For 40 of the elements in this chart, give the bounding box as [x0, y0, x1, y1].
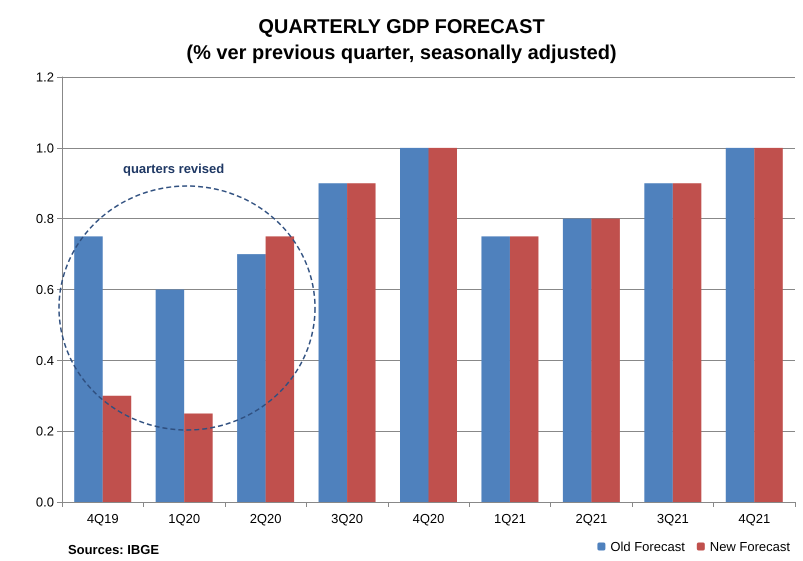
legend-label: Old Forecast [610, 539, 686, 554]
bar [591, 218, 620, 502]
bar [510, 236, 538, 502]
bar [156, 290, 184, 502]
y-tick-label: 0.6 [36, 282, 54, 297]
source-note: Sources: IBGE [68, 542, 160, 557]
bar [400, 148, 428, 502]
bar [266, 236, 294, 502]
bar [102, 396, 132, 502]
bar [318, 183, 348, 502]
bar [237, 254, 266, 502]
bar [644, 183, 673, 502]
chart-title: QUARTERLY GDP FORECAST [258, 16, 545, 38]
y-tick-label: 1.0 [36, 140, 54, 156]
x-tick-label: 2Q21 [575, 511, 608, 526]
legend-label: New Forecast [710, 539, 790, 554]
y-tick-label: 0.8 [36, 211, 54, 226]
x-tick-label: 1Q21 [494, 511, 526, 526]
x-tick-label: 3Q21 [656, 511, 689, 526]
bar [428, 148, 458, 502]
bar [726, 148, 754, 502]
y-tick-label: 0.0 [36, 494, 54, 510]
bar [347, 183, 376, 502]
x-tick-label: 4Q20 [412, 511, 444, 526]
x-tick-label: 2Q20 [250, 511, 282, 526]
x-tick-label: 1Q20 [168, 511, 200, 526]
bar [562, 218, 592, 502]
bar [481, 236, 510, 502]
chart-subtitle: (% ver previous quarter, seasonally adjusted) [186, 42, 617, 64]
x-tick-label: 4Q19 [86, 511, 119, 526]
x-tick-label: 4Q21 [738, 511, 770, 526]
annotation: quarters revised [123, 161, 224, 176]
bar [754, 148, 783, 502]
bar [184, 413, 213, 502]
y-tick-label: 1.2 [36, 70, 54, 84]
y-tick-label: 0.2 [36, 424, 54, 439]
x-tick-label: 3Q20 [331, 511, 363, 526]
bar [74, 236, 103, 502]
y-tick-label: 0.4 [36, 352, 54, 368]
bar [672, 183, 702, 502]
